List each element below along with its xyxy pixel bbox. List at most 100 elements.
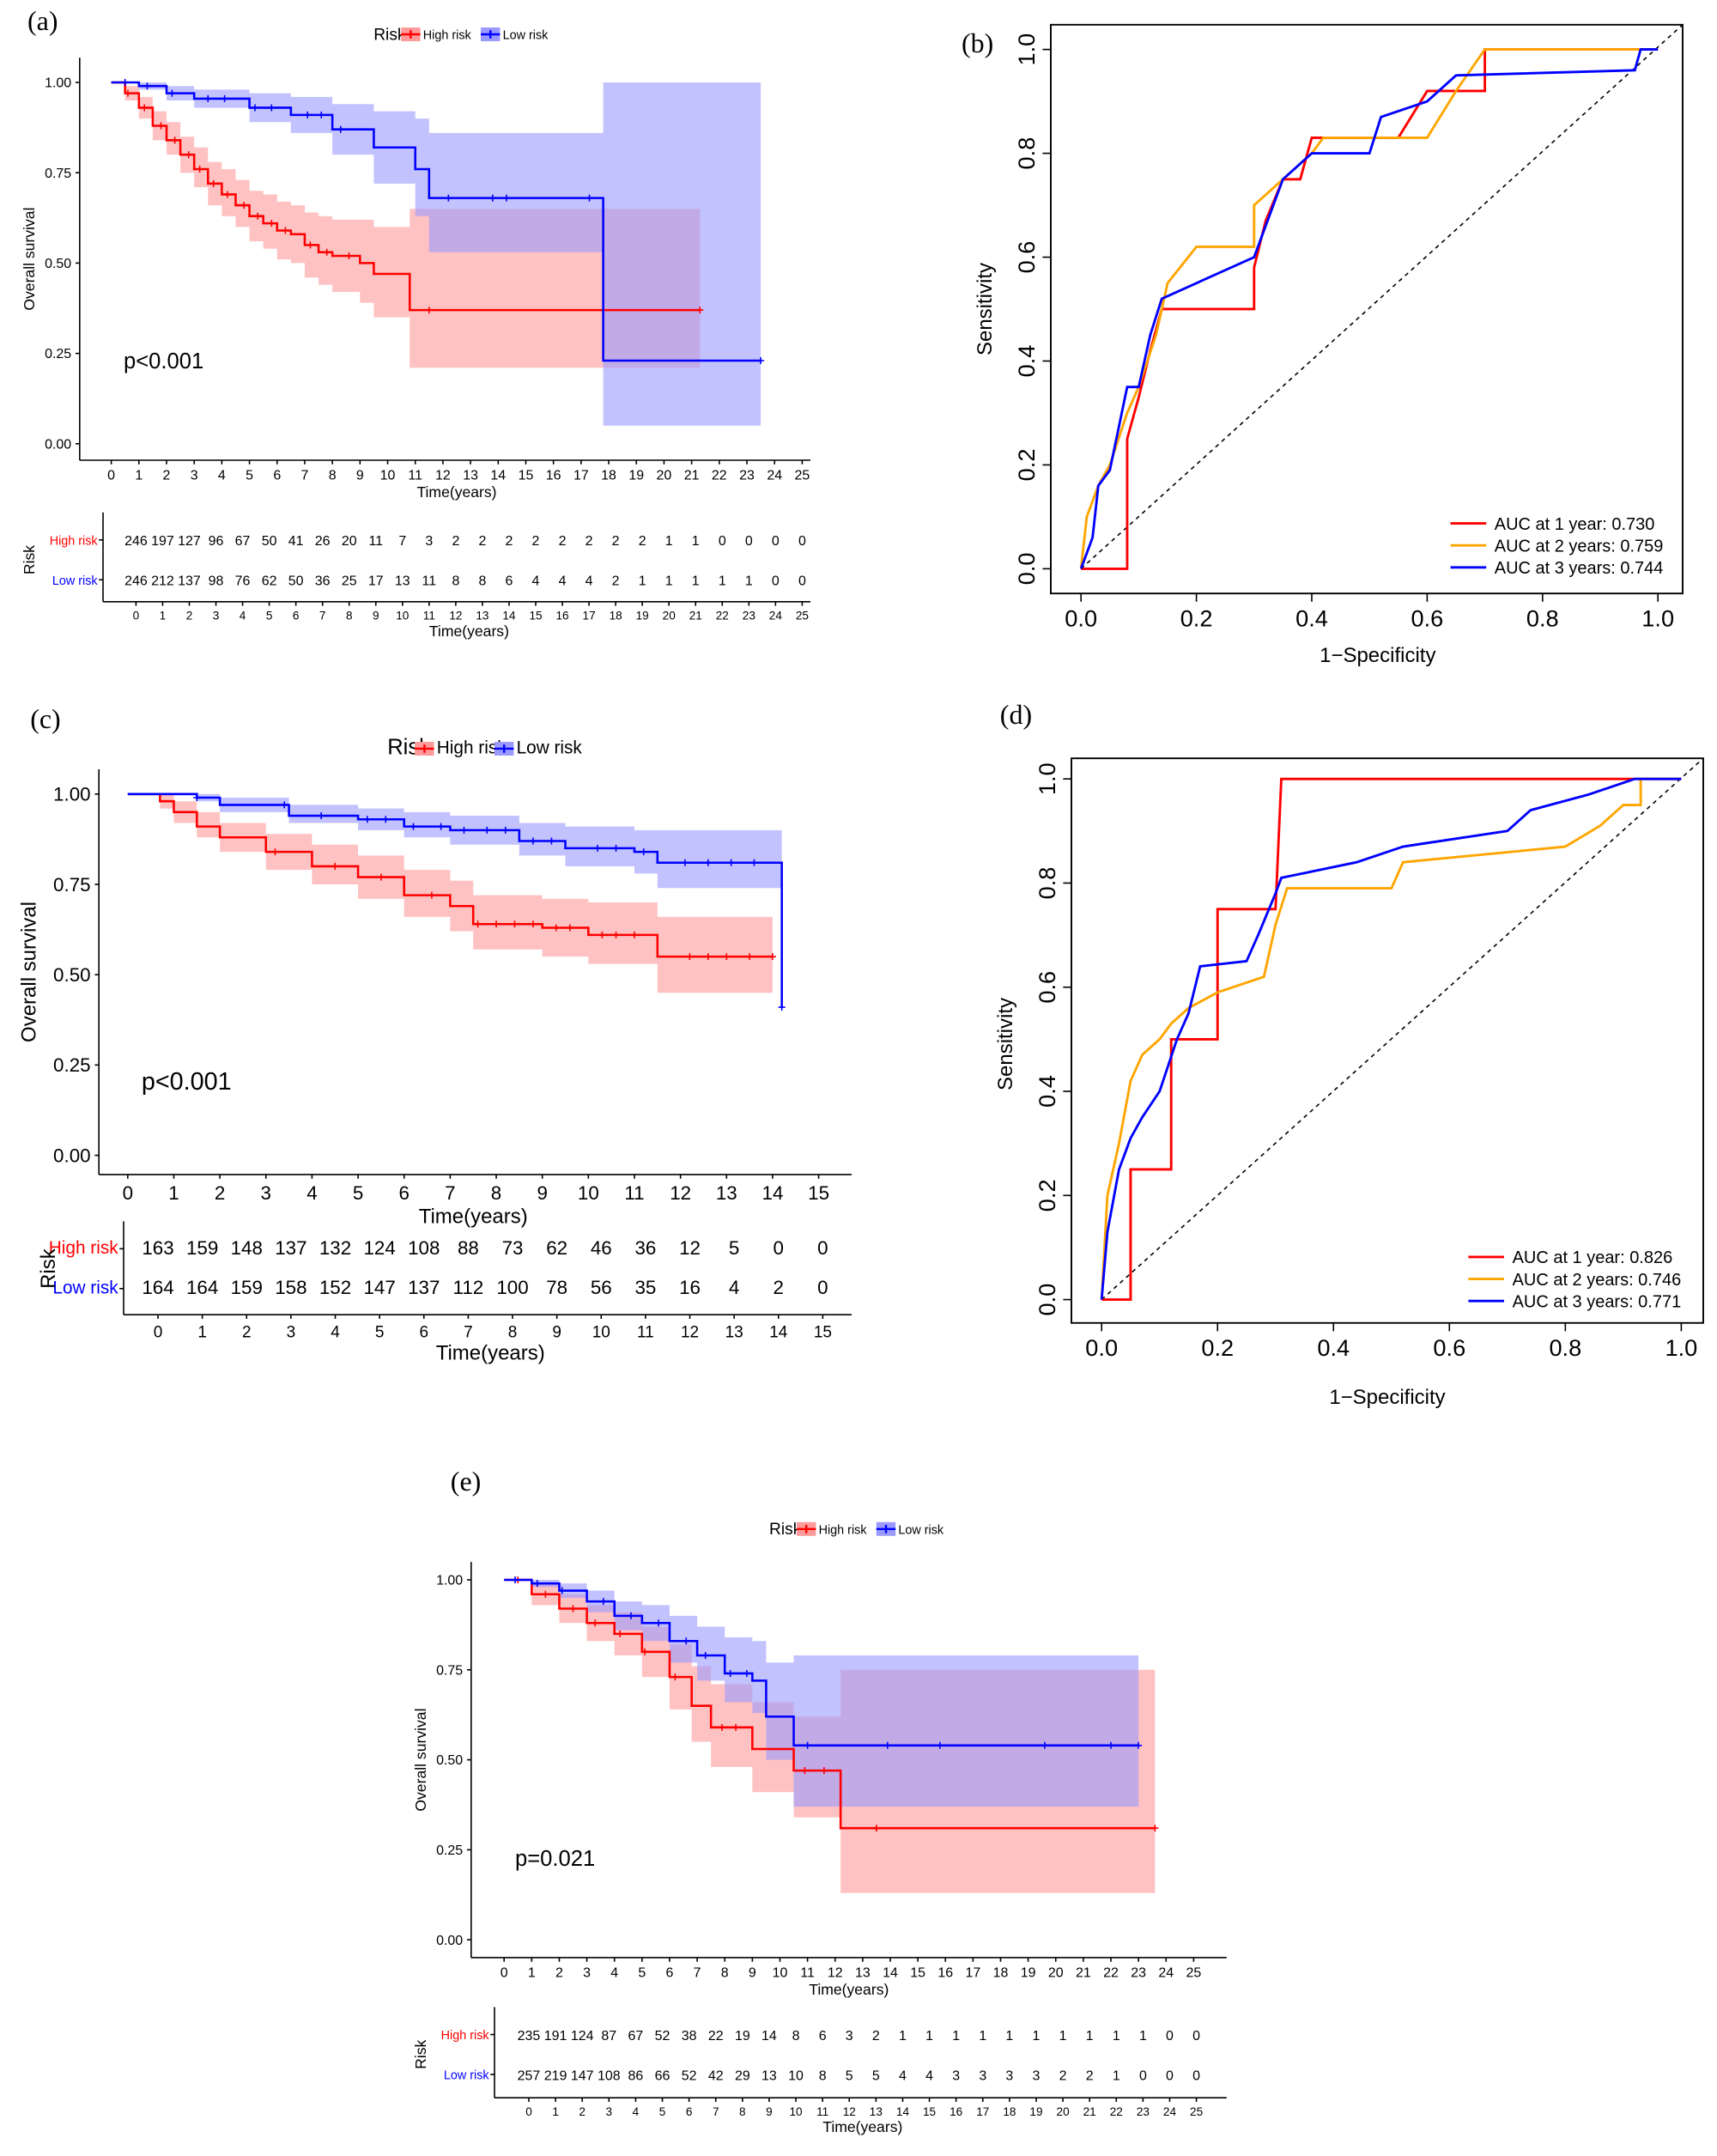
risk-count: 164 <box>186 1277 218 1298</box>
risk-x-tick-label: 3 <box>213 610 220 623</box>
censor-mark <box>558 1587 566 1594</box>
x-tick-label: 6 <box>666 1965 674 1980</box>
y-axis-title: Sensitivity <box>974 263 997 355</box>
y-tick-label: 0.2 <box>1034 1179 1060 1212</box>
y-tick-label: 0.25 <box>436 1843 463 1858</box>
censor-mark <box>483 826 491 834</box>
legend-label: Low risk <box>503 29 549 43</box>
legend-title: Risk <box>373 26 406 44</box>
risk-count: 246 <box>124 534 148 549</box>
x-tick-label: 5 <box>353 1182 363 1204</box>
risk-count: 0 <box>1166 2068 1174 2083</box>
risk-count: 1 <box>1113 2029 1120 2044</box>
legend-line <box>481 30 501 39</box>
x-tick-label: 0.8 <box>1526 605 1559 632</box>
x-tick-label: 16 <box>937 1965 953 1980</box>
risk-count: 36 <box>315 574 331 589</box>
risk-count: 112 <box>453 1277 484 1298</box>
risk-count: 1 <box>1059 2029 1067 2044</box>
y-tick-label: 0.50 <box>436 1753 463 1768</box>
risk-count: 38 <box>682 2029 697 2044</box>
risk-table: High risk 163 159 148 137 132 124 108 88 73 62 46 36… <box>37 1221 852 1364</box>
risk-count: 2 <box>872 2029 880 2044</box>
risk-x-tick-label: 11 <box>816 2105 828 2118</box>
ci-band-low-risk <box>504 1579 1139 1807</box>
risk-x-tick-label: 7 <box>319 610 326 623</box>
censor-mark <box>428 891 435 899</box>
censor-mark <box>410 823 417 830</box>
censor-mark <box>612 844 620 852</box>
x-tick-label: 1 <box>528 1965 536 1980</box>
x-tick-label: 3 <box>191 468 198 483</box>
x-tick-label: 11 <box>800 1965 815 1980</box>
risk-count: 159 <box>231 1277 263 1298</box>
censor-mark <box>552 924 560 932</box>
x-tick-label: 13 <box>463 468 478 483</box>
risk-count: 67 <box>628 2029 644 2044</box>
x-tick-label: 0.4 <box>1317 1334 1350 1361</box>
censor-mark <box>612 931 620 938</box>
risk-count: 1 <box>1005 2029 1013 2044</box>
x-tick-label: 0 <box>107 468 115 483</box>
risk-count: 41 <box>288 534 304 549</box>
ci-band-low-risk <box>127 793 782 1156</box>
p-value-annotation: p<0.001 <box>124 349 203 374</box>
censor-mark <box>801 1767 809 1775</box>
censor-mark <box>804 1741 811 1749</box>
y-tick-label: 0.4 <box>1013 345 1040 378</box>
km-panel-e: (e)0.000.250.500.751.000 1 2 3 4 5 6 7 8 9 10 11 12 1… <box>412 1466 1227 2135</box>
x-tick-label: 3 <box>583 1965 591 1980</box>
x-tick-label: 8 <box>721 1965 729 1980</box>
censor-mark <box>533 1580 541 1588</box>
risk-count: 2 <box>639 534 646 549</box>
risk-count: 1 <box>899 2029 907 2044</box>
censor-mark <box>723 953 731 961</box>
risk-count: 235 <box>518 2029 541 2044</box>
risk-count: 108 <box>408 1237 440 1259</box>
censor-mark <box>746 953 754 961</box>
legend-line <box>876 1524 896 1533</box>
x-tick-label: 3 <box>261 1182 271 1204</box>
risk-count: 66 <box>655 2068 670 2083</box>
risk-count: 2 <box>478 534 486 549</box>
censor-mark <box>502 194 510 202</box>
risk-count: 5 <box>729 1237 739 1259</box>
risk-count: 191 <box>544 2029 567 2044</box>
censor-mark <box>304 111 312 118</box>
risk-count: 22 <box>708 2029 724 2044</box>
risk-x-tick-label: 2 <box>242 1324 252 1342</box>
risk-count: 2 <box>452 534 459 549</box>
roc-curve-2-year <box>1100 777 1682 1300</box>
risk-x-tick-label: 19 <box>1029 2105 1042 2118</box>
x-tick-label: 0.0 <box>1065 605 1097 632</box>
censor-mark <box>318 812 325 820</box>
risk-count: 2 <box>559 534 567 549</box>
risk-x-tick-label: 17 <box>583 610 596 623</box>
x-tick-label: 22 <box>1103 1965 1119 1980</box>
p-value-annotation: p=0.021 <box>515 1847 595 1871</box>
censor-mark <box>750 859 758 866</box>
x-tick-label: 14 <box>490 468 506 483</box>
censor-mark <box>501 826 509 834</box>
x-tick-label: 14 <box>762 1182 784 1204</box>
x-tick-label: 0 <box>123 1182 133 1204</box>
risk-count: 2 <box>506 534 513 549</box>
censor-mark <box>566 924 573 932</box>
risk-count: 20 <box>342 534 357 549</box>
km-panel-a: (a)0.000.250.500.751.000 1 2 3 4 5 6 7 8 9 10 11 12 1… <box>21 5 811 640</box>
y-tick-label: 0.00 <box>53 1145 91 1166</box>
risk-x-tick-label: 13 <box>476 610 488 623</box>
risk-count: 42 <box>708 2068 724 2083</box>
x-tick-label: 6 <box>399 1182 410 1204</box>
risk-count: 6 <box>819 2029 827 2044</box>
censor-mark <box>704 953 712 961</box>
risk-count: 35 <box>634 1277 656 1298</box>
x-tick-label: 11 <box>408 468 422 483</box>
x-tick-label: 17 <box>965 1965 980 1980</box>
x-axis-title: Time(years) <box>809 1981 889 1998</box>
x-tick-label: 1 <box>135 468 143 483</box>
roc-panel-d: (d) 0.0 0.2 0.4 0.6 0.8 1.0 0.0 0.2 0.4 0.6 0.8 1.0 1… <box>994 699 1704 1409</box>
risk-count: 159 <box>186 1237 218 1259</box>
x-tick-label: 7 <box>301 468 309 483</box>
risk-count: 0 <box>1192 2029 1200 2044</box>
